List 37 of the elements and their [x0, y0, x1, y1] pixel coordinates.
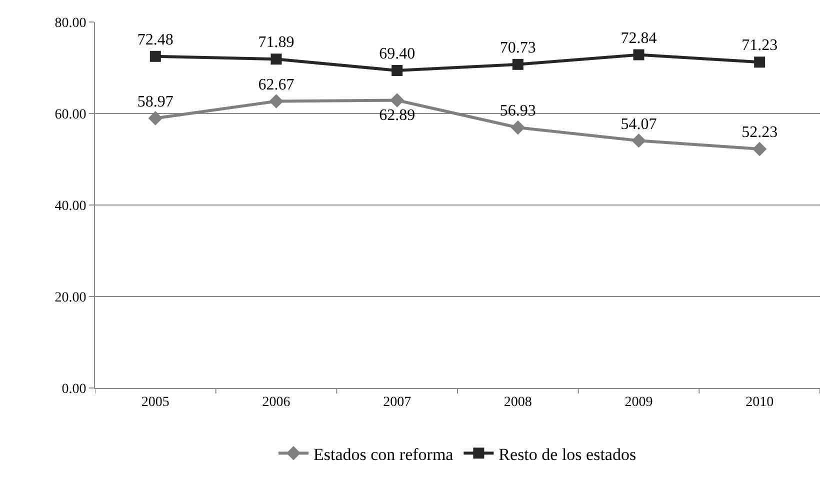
- y-tick-label: 20.00: [54, 290, 86, 306]
- data-label: 69.40: [379, 46, 416, 63]
- data-label: 52.23: [742, 124, 778, 142]
- y-tick-label: 40.00: [54, 198, 86, 214]
- point: [392, 64, 403, 76]
- point: [148, 111, 163, 126]
- point: [150, 50, 161, 62]
- data-label: 71.89: [258, 34, 294, 52]
- data-label: 72.84: [620, 30, 657, 47]
- y-tick-label: 60.00: [54, 107, 86, 122]
- x-tick-label: 2008: [504, 394, 532, 410]
- data-label: 56.93: [500, 102, 536, 120]
- point: [633, 49, 644, 60]
- legend-label: Resto de los estados: [498, 444, 636, 464]
- point: [752, 142, 767, 156]
- x-tick-label: 2009: [624, 394, 653, 410]
- point: [510, 120, 526, 135]
- point: [390, 93, 404, 108]
- legend-label: Estados con reforma: [314, 444, 454, 464]
- y-tick-label: 0.00: [62, 382, 86, 397]
- point: [632, 133, 646, 148]
- data-label: 71.23: [742, 37, 778, 54]
- x-tick-label: 2007: [383, 394, 412, 410]
- data-label: 70.73: [500, 40, 536, 57]
- data-label: 62.89: [379, 107, 416, 124]
- point: [269, 94, 284, 108]
- point: [754, 56, 766, 68]
- x-tick-label: 2010: [746, 394, 774, 410]
- point: [512, 58, 524, 70]
- y-tick-label: 80.00: [54, 16, 86, 31]
- x-tick-label: 2005: [141, 394, 170, 410]
- data-label: 54.07: [620, 116, 657, 133]
- x-tick-label: 2006: [262, 394, 290, 410]
- data-label: 62.67: [258, 76, 294, 94]
- data-label: 72.48: [137, 32, 174, 49]
- point: [270, 54, 282, 65]
- data-label: 58.97: [137, 93, 174, 110]
